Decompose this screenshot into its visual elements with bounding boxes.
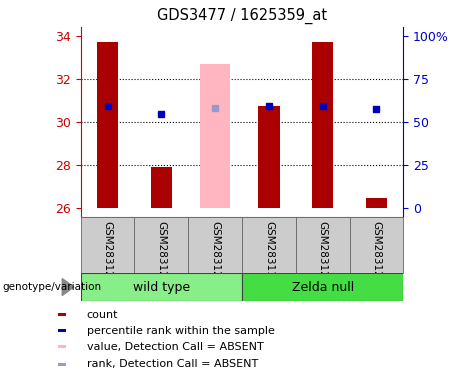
Text: percentile rank within the sample: percentile rank within the sample [87,326,275,336]
Bar [312,42,333,208]
Bar [151,167,172,208]
Text: GSM283120: GSM283120 [318,222,328,285]
Bar [135,217,188,273]
Text: Zelda null: Zelda null [291,281,354,293]
Bar [242,273,403,301]
Text: wild type: wild type [133,281,190,293]
Text: GSM283124: GSM283124 [210,222,220,285]
Bar [81,273,242,301]
Text: GSM283121: GSM283121 [372,222,382,285]
Bar [58,345,66,348]
Text: GSM283123: GSM283123 [156,222,166,285]
Text: genotype/variation: genotype/variation [2,282,101,292]
Text: value, Detection Call = ABSENT: value, Detection Call = ABSENT [87,342,263,352]
Bar [349,217,403,273]
Text: rank, Detection Call = ABSENT: rank, Detection Call = ABSENT [87,359,258,369]
Bar [97,42,118,208]
Title: GDS3477 / 1625359_at: GDS3477 / 1625359_at [157,8,327,24]
Text: GSM283119: GSM283119 [264,222,274,285]
Bar [188,217,242,273]
Text: GSM283122: GSM283122 [102,222,112,285]
Bar [58,313,66,316]
Bar [242,217,296,273]
Bar [58,329,66,332]
Bar [296,217,349,273]
Text: count: count [87,310,118,319]
Bar [201,64,230,208]
Polygon shape [62,279,74,296]
Bar [81,217,135,273]
Bar [258,106,280,208]
Bar [58,363,66,366]
Bar [366,197,387,208]
